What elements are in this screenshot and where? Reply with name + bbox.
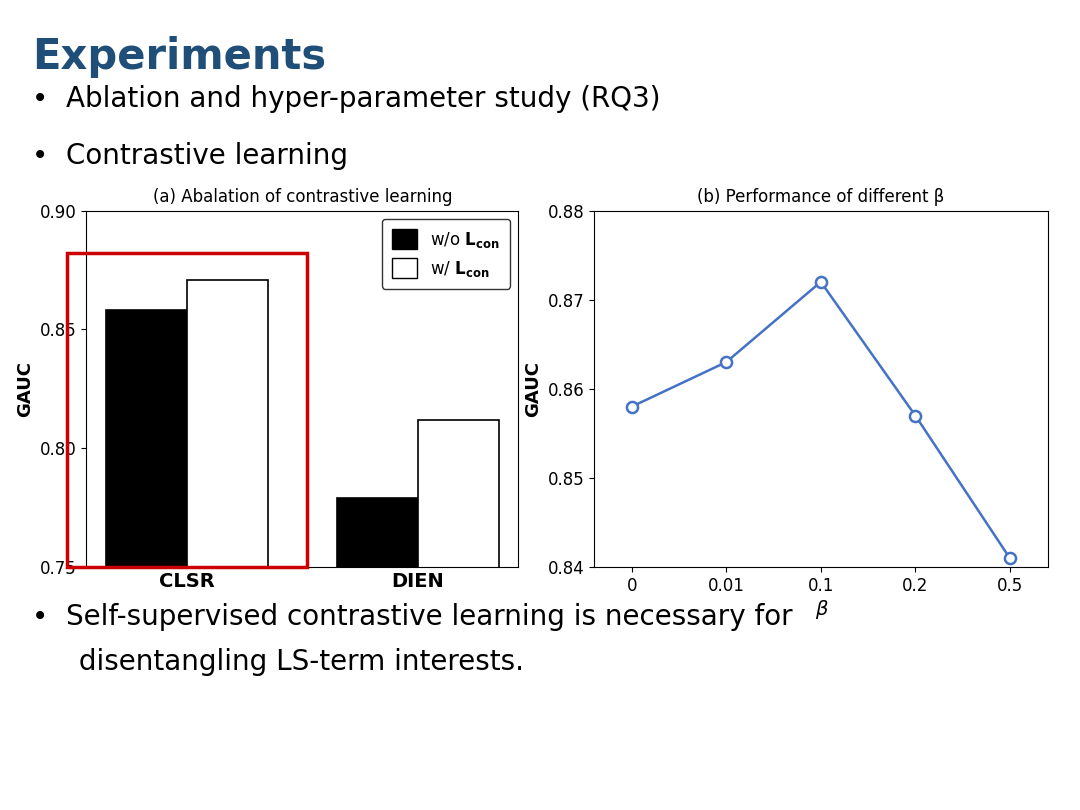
Legend: w/o $\mathbf{L_{con}}$, w/ $\mathbf{L_{con}}$: w/o $\mathbf{L_{con}}$, w/ $\mathbf{L_{c… [382,219,510,288]
Bar [67,254,307,567]
Text: •  Contrastive learning: • Contrastive learning [32,142,349,170]
Bar [106,310,187,810]
Y-axis label: GAUC: GAUC [524,360,542,417]
Text: Experiments: Experiments [32,36,326,79]
Text: disentangling LS-term interests.: disentangling LS-term interests. [70,648,524,676]
Y-axis label: GAUC: GAUC [16,360,35,417]
Bar [187,279,268,810]
X-axis label: β: β [814,600,827,620]
Text: •  Self-supervised contrastive learning is necessary for: • Self-supervised contrastive learning i… [32,603,793,632]
Title: (b) Performance of different β: (b) Performance of different β [697,188,945,207]
Text: •  Ablation and hyper-parameter study (RQ3): • Ablation and hyper-parameter study (RQ… [32,85,661,113]
Bar [337,498,418,810]
Title: (a) Abalation of contrastive learning: (a) Abalation of contrastive learning [152,188,453,207]
Bar [418,420,499,810]
